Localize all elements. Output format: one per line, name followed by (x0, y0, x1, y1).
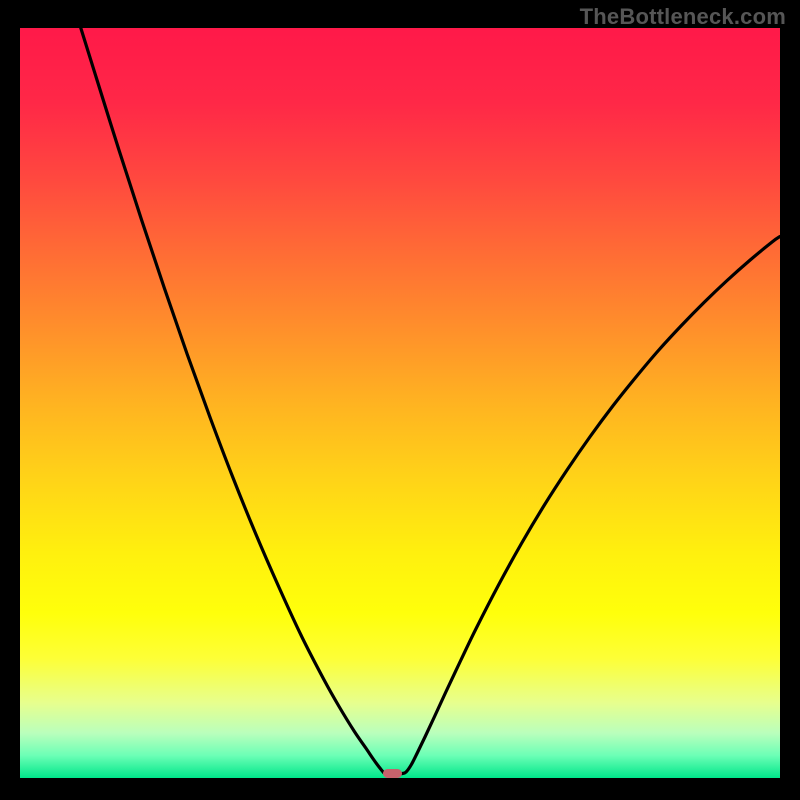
chart-background (20, 28, 780, 778)
chart-frame: TheBottleneck.com (0, 0, 800, 800)
chart-svg (20, 28, 780, 778)
watermark-label: TheBottleneck.com (580, 4, 786, 30)
plot-area (20, 28, 780, 778)
optimal-point-marker (383, 769, 403, 779)
